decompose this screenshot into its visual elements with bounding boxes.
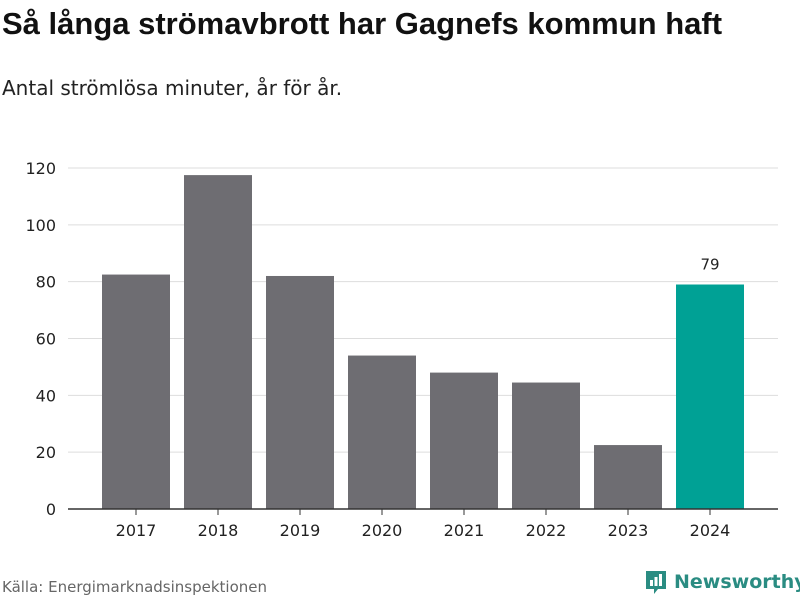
y-tick-label: 100 <box>25 216 56 235</box>
source-note: Källa: Energimarknadsinspektionen <box>2 578 268 596</box>
x-tick-label: 2022 <box>526 521 567 540</box>
y-tick-label: 60 <box>36 330 56 349</box>
bar-2024 <box>676 284 744 509</box>
chart-subtitle: Antal strömlösa minuter, år för år. <box>2 76 343 100</box>
y-axis-ticks: 0 20 40 60 80 100 120 <box>25 159 56 519</box>
bar-2018 <box>184 175 252 509</box>
x-tick-label: 2020 <box>362 521 403 540</box>
gridlines <box>68 167 778 453</box>
y-tick-label: 80 <box>36 273 56 292</box>
x-tick-label: 2023 <box>608 521 649 540</box>
newsworthy-logo: Newsworthy <box>644 569 800 595</box>
y-tick-label: 40 <box>36 386 56 405</box>
bars <box>102 175 744 509</box>
x-tick-label: 2019 <box>280 521 321 540</box>
newsworthy-logo-text: Newsworthy <box>674 571 800 593</box>
bar-2022 <box>512 382 580 509</box>
y-tick-label: 120 <box>25 159 56 178</box>
x-tick-label: 2018 <box>198 521 239 540</box>
bar-2019 <box>266 275 334 509</box>
x-tick-label: 2021 <box>444 521 485 540</box>
x-tick-label: 2024 <box>690 521 731 540</box>
chart-title: Så långa strömavbrott har Gagnefs kommun… <box>2 6 723 41</box>
bar-2020 <box>348 355 416 509</box>
newsworthy-logo-icon <box>646 571 666 594</box>
y-tick-label: 20 <box>36 443 56 462</box>
x-axis-ticks: 2017 2018 2019 2020 2021 2022 2023 2024 <box>116 509 731 540</box>
x-tick-label: 2017 <box>116 521 157 540</box>
y-tick-label: 0 <box>46 500 56 519</box>
data-label-2024: 79 <box>700 256 719 274</box>
bar-2017 <box>102 274 170 509</box>
bar-2021 <box>430 372 498 509</box>
data-labels: 79 <box>700 256 719 274</box>
bar-2023 <box>594 445 662 509</box>
